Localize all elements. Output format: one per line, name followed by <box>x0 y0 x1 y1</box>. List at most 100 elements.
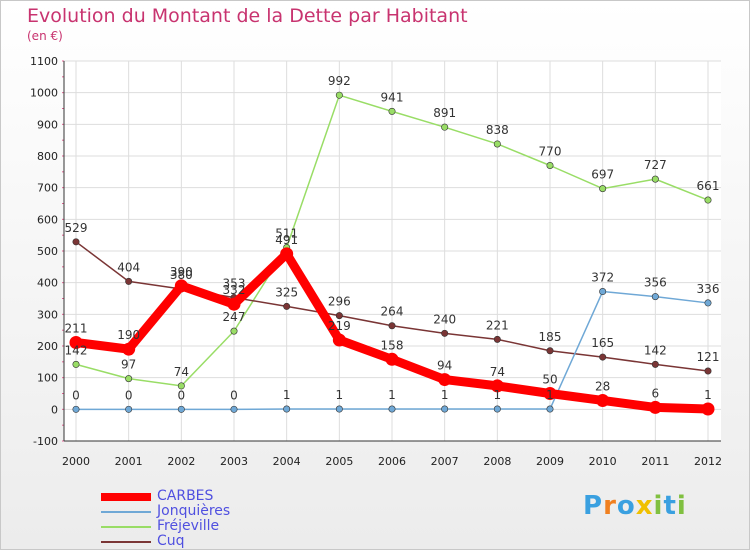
data-point <box>280 247 294 261</box>
logo-letter: x <box>635 491 654 521</box>
data-label: 0 <box>230 388 238 402</box>
y-tick-label: 700 <box>37 182 58 195</box>
data-point <box>441 329 449 337</box>
y-tick-label: 500 <box>37 245 58 258</box>
data-label: 219 <box>328 319 351 333</box>
data-label: 247 <box>223 310 246 324</box>
y-tick-label: 200 <box>37 340 58 353</box>
data-label: 240 <box>433 312 456 326</box>
data-point <box>441 405 449 413</box>
data-point <box>283 405 291 413</box>
data-label: 529 <box>65 221 88 235</box>
data-point <box>335 405 343 413</box>
data-label: 28 <box>595 379 610 393</box>
y-tick-label: 1000 <box>30 87 58 100</box>
data-label: 1 <box>336 388 344 402</box>
data-label: 1 <box>494 388 502 402</box>
legend-swatch <box>101 492 151 501</box>
data-label: 941 <box>381 90 404 104</box>
data-point <box>546 347 554 355</box>
data-point <box>177 382 185 390</box>
x-tick-label: 2012 <box>694 455 722 468</box>
x-tick-label: 2008 <box>483 455 511 468</box>
data-label: 770 <box>539 145 562 159</box>
data-point <box>651 293 659 301</box>
data-point <box>704 196 712 204</box>
data-point <box>72 360 80 368</box>
chart-subtitle: (en €) <box>27 29 63 43</box>
logo-letter: i <box>676 491 687 521</box>
data-point <box>72 405 80 413</box>
y-tick-label: 400 <box>37 277 58 290</box>
legend-label: Cuq <box>157 533 185 549</box>
data-point <box>648 400 662 414</box>
data-point <box>335 312 343 320</box>
data-point <box>704 367 712 375</box>
x-tick-label: 2002 <box>167 455 195 468</box>
data-label: 97 <box>121 358 136 372</box>
data-label: 74 <box>490 365 505 379</box>
legend-item-jonquières: Jonquières <box>101 504 230 519</box>
data-label: 380 <box>170 268 193 282</box>
x-tick-label: 2005 <box>325 455 353 468</box>
data-label: 325 <box>275 285 298 299</box>
data-point <box>283 302 291 310</box>
data-point <box>596 393 610 407</box>
data-label: 353 <box>223 277 246 291</box>
data-label: 372 <box>591 271 614 285</box>
data-point <box>125 375 133 383</box>
data-label: 697 <box>591 168 614 182</box>
proxiti-logo: Proxiti <box>583 491 687 521</box>
x-tick-label: 2011 <box>641 455 669 468</box>
data-point <box>388 107 396 115</box>
data-point <box>493 335 501 343</box>
data-label: 142 <box>644 343 667 357</box>
data-label: 211 <box>65 322 88 336</box>
data-label: 158 <box>381 338 404 352</box>
data-label: 1 <box>704 388 712 402</box>
x-tick-label: 2000 <box>62 455 90 468</box>
data-label: 404 <box>117 260 140 274</box>
data-label: 390 <box>170 265 193 279</box>
data-point <box>599 353 607 361</box>
logo-letter: t <box>663 491 677 521</box>
y-tick-label: 800 <box>37 150 58 163</box>
data-point <box>388 322 396 330</box>
y-tick-label: 100 <box>37 372 58 385</box>
data-label: 1 <box>546 388 554 402</box>
data-point <box>651 175 659 183</box>
data-label: 190 <box>117 328 140 342</box>
legend-label: CARBES <box>157 488 214 504</box>
data-point <box>227 297 241 311</box>
x-tick-label: 2001 <box>115 455 143 468</box>
logo-letter: o <box>616 491 636 521</box>
x-tick-label: 2007 <box>431 455 459 468</box>
data-label: 838 <box>486 123 509 137</box>
data-label: 264 <box>381 305 404 319</box>
data-point <box>230 327 238 335</box>
data-label: 185 <box>539 330 562 344</box>
data-point <box>174 279 188 293</box>
legend-swatch <box>101 540 151 543</box>
data-label: 511 <box>275 227 298 241</box>
data-label: 356 <box>644 276 667 290</box>
data-label: 336 <box>697 282 720 296</box>
data-point <box>335 91 343 99</box>
data-point <box>543 387 557 400</box>
y-tick-label: 600 <box>37 213 58 226</box>
data-label: 1 <box>388 388 396 402</box>
y-tick-label: 1100 <box>30 55 58 68</box>
data-label: 332 <box>223 283 246 297</box>
data-point <box>69 336 83 350</box>
data-point <box>385 352 399 366</box>
data-point <box>546 162 554 170</box>
logo-letter: i <box>653 491 664 521</box>
data-label: 0 <box>72 388 80 402</box>
logo-letter: r <box>603 491 617 521</box>
data-point <box>599 185 607 193</box>
x-tick-label: 2003 <box>220 455 248 468</box>
data-label: 1 <box>283 388 291 402</box>
legend-item-cuq: Cuq <box>101 534 185 549</box>
legend-item-carbes: CARBES <box>101 489 213 504</box>
